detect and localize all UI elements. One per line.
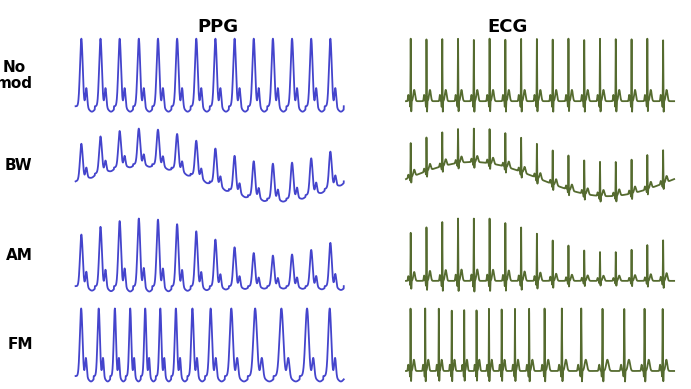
Text: No
mod: No mod: [0, 60, 32, 91]
Text: FM: FM: [7, 338, 32, 352]
Text: AM: AM: [6, 247, 32, 263]
Text: ECG: ECG: [488, 18, 528, 35]
Text: BW: BW: [5, 158, 32, 173]
Text: PPG: PPG: [197, 18, 238, 35]
